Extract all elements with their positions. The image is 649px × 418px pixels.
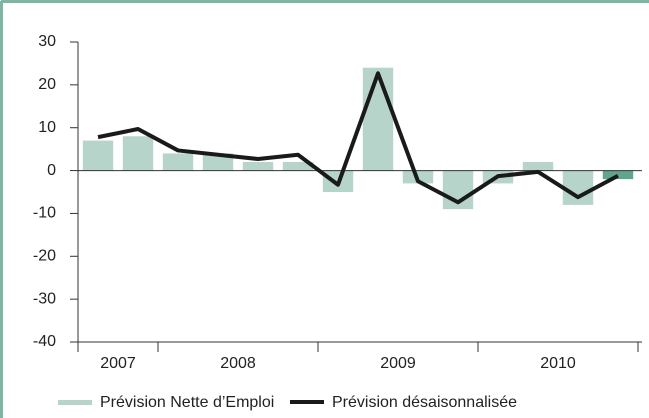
bar: [282, 162, 314, 171]
x-group-label: 2007: [100, 355, 136, 372]
legend-label: Prévision désaisonnalisée: [332, 394, 517, 411]
bar: [202, 153, 234, 171]
y-tick-label: 30: [38, 33, 56, 50]
bar: [162, 153, 194, 171]
bar: [122, 136, 154, 171]
bar: [362, 67, 394, 171]
x-group-label: 2008: [220, 355, 256, 372]
y-tick-label: 0: [47, 162, 56, 179]
y-tick-label: -20: [33, 248, 56, 265]
bar: [602, 170, 634, 180]
legend-swatch: [58, 400, 92, 405]
bar: [522, 162, 554, 171]
x-group-label: 2010: [540, 355, 576, 372]
legend-label: Prévision Nette d’Emploi: [100, 394, 274, 411]
y-tick-label: 10: [38, 119, 56, 136]
x-group-label: 2009: [380, 355, 416, 372]
y-tick-label: -40: [33, 333, 56, 350]
line: [97, 71, 619, 205]
y-tick-label: 20: [38, 76, 56, 93]
y-tick-label: -10: [33, 205, 56, 222]
bar: [562, 170, 594, 205]
bar: [82, 140, 114, 171]
bar: [242, 162, 274, 171]
y-tick-label: -30: [33, 290, 56, 307]
